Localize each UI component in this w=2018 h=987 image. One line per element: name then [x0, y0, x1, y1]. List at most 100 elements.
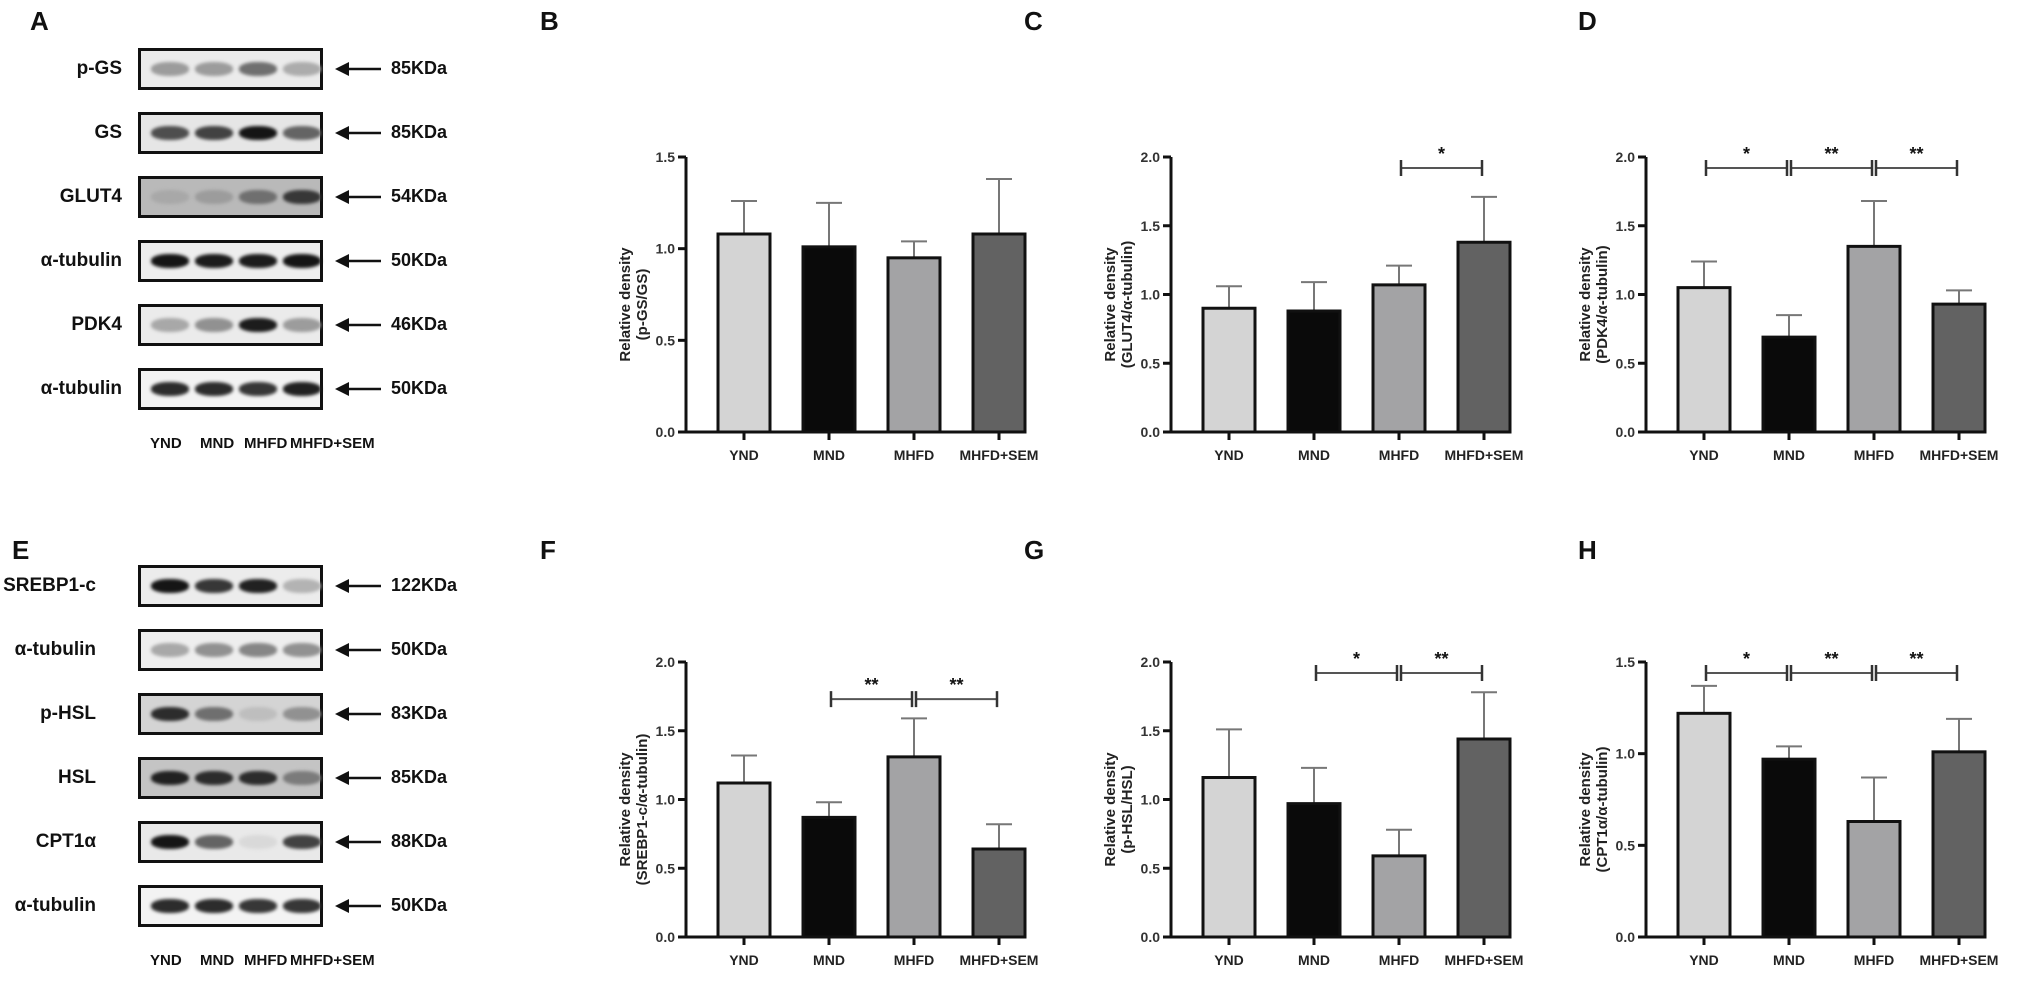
y-tick-label: 2.0 — [656, 654, 676, 670]
lane-label: MND — [200, 952, 235, 969]
bar-mnd — [1286, 802, 1342, 939]
arrow-icon — [335, 707, 383, 721]
protein-label: α-tubulin — [14, 639, 96, 660]
y-tick-label: 1.0 — [656, 792, 676, 808]
x-tick-label: MND — [1773, 952, 1805, 968]
panel-label-h: H — [1578, 535, 1597, 565]
y-tick-label: 1.5 — [1141, 218, 1161, 234]
significance-label: ** — [1909, 144, 1923, 164]
y-tick-label: 0.5 — [656, 332, 676, 348]
bar-ynd — [1676, 711, 1732, 939]
bar-chart-b: 0.0 0.5 1.0 1.5 Relative density (p-GS/GS) YND… — [617, 149, 1039, 463]
lane-label: MHFD+SEM — [290, 952, 375, 969]
protein-band — [151, 382, 189, 396]
protein-band — [283, 707, 321, 721]
molecular-weight-label: 50KDa — [391, 639, 448, 659]
protein-band — [239, 62, 277, 76]
significance-label: * — [1353, 649, 1360, 669]
y-axis-title: Relative density (SREBP1-c/α-tubulin) — [617, 734, 651, 886]
protein-band — [195, 190, 233, 204]
protein-band — [283, 318, 321, 332]
protein-band — [283, 835, 321, 849]
protein-band — [151, 190, 189, 204]
y-axis-label-line: Relative density — [617, 247, 634, 362]
protein-band — [283, 62, 321, 76]
arrow-icon — [335, 190, 383, 204]
x-tick-label: MHFD — [1854, 952, 1894, 968]
y-axis-label-line: Relative density — [1577, 247, 1594, 362]
panel-label-d: D — [1578, 6, 1597, 36]
y-tick-label: 0.0 — [1616, 424, 1636, 440]
protein-band — [151, 318, 189, 332]
significance-bracket: * — [1704, 649, 1789, 681]
significance-bracket: ** — [1874, 649, 1959, 681]
protein-band — [283, 579, 321, 593]
protein-band — [239, 318, 277, 332]
panel-label-e: E — [12, 535, 30, 565]
blot-strip — [138, 565, 323, 607]
bar-chart-f: 0.0 0.5 1.0 1.5 2.0 Relative density (SREBP1-c… — [617, 654, 1038, 968]
significance-bracket: ** — [829, 675, 914, 708]
blot-strip — [138, 240, 323, 282]
protein-band — [195, 318, 233, 332]
significance-bracket: ** — [1789, 144, 1874, 176]
y-tick-label: 1.0 — [1141, 792, 1161, 808]
y-axis-label-line: (SREBP1-c/α-tubulin) — [634, 734, 651, 886]
x-tick-label: YND — [1214, 447, 1244, 463]
x-tick-label: MHFD — [1854, 447, 1894, 463]
molecular-weight-label: 46KDa — [391, 314, 448, 334]
arrow-icon — [335, 771, 383, 785]
bar-mhfd-plus-sem — [1931, 750, 1987, 939]
bar-chart-h: 0.0 0.5 1.0 1.5 Relative density (CPT1α/α-tub… — [1577, 649, 1998, 968]
protein-band — [283, 899, 321, 913]
x-tick-label: YND — [1689, 952, 1719, 968]
significance-bracket: ** — [914, 675, 999, 708]
protein-band — [195, 835, 233, 849]
protein-band — [239, 579, 277, 593]
y-tick-label: 0.0 — [656, 929, 676, 945]
bar-mhfd — [1846, 820, 1902, 939]
arrow-icon — [335, 126, 383, 140]
bar-mhfd — [1846, 244, 1902, 434]
y-tick-label: 1.5 — [1616, 218, 1636, 234]
y-axis-label-line: Relative density — [1102, 752, 1119, 867]
protein-band — [283, 254, 321, 268]
protein-band — [195, 579, 233, 593]
protein-band — [151, 643, 189, 657]
protein-band — [195, 254, 233, 268]
panel-label-g: G — [1024, 535, 1045, 565]
bar-chart-g: 0.0 0.5 1.0 1.5 2.0 Relative density (p-HSL/HS… — [1102, 649, 1523, 968]
panel-label-a: A — [30, 6, 49, 36]
significance-label: ** — [1434, 649, 1448, 669]
significance-bracket: ** — [1399, 649, 1484, 681]
protein-band — [239, 899, 277, 913]
protein-band — [239, 771, 277, 785]
y-tick-label: 1.0 — [656, 241, 676, 257]
y-tick-label: 0.5 — [1616, 837, 1636, 853]
protein-band — [151, 707, 189, 721]
y-tick-label: 2.0 — [1141, 654, 1161, 670]
protein-label: CPT1α — [35, 831, 96, 852]
y-tick-label: 0.0 — [1141, 424, 1161, 440]
x-tick-label: MHFD+SEM — [960, 447, 1039, 463]
y-axis-label-line: Relative density — [1102, 247, 1119, 362]
y-tick-label: 0.5 — [1616, 355, 1636, 371]
significance-bracket: * — [1704, 144, 1789, 176]
molecular-weight-label: 50KDa — [391, 895, 448, 915]
y-axis-label-line: Relative density — [1577, 752, 1594, 867]
panel-label-b: B — [540, 6, 559, 36]
bar-mnd — [801, 815, 857, 939]
protein-label: α-tubulin — [40, 378, 122, 399]
y-tick-label: 1.0 — [1616, 287, 1636, 303]
bar-mhfd — [886, 755, 942, 939]
protein-label: α-tubulin — [14, 895, 96, 916]
y-axis-title: Relative density (p-HSL/HSL) — [1102, 752, 1136, 867]
bar-mnd — [1761, 335, 1817, 434]
bar-mnd — [801, 245, 857, 434]
significance-label: * — [1743, 144, 1750, 164]
y-axis-label-line: Relative density — [617, 752, 634, 867]
blot-strip — [138, 885, 323, 927]
x-tick-label: MHFD+SEM — [1445, 447, 1524, 463]
protein-label: SREBP1-c — [3, 575, 96, 596]
x-tick-label: YND — [1689, 447, 1719, 463]
